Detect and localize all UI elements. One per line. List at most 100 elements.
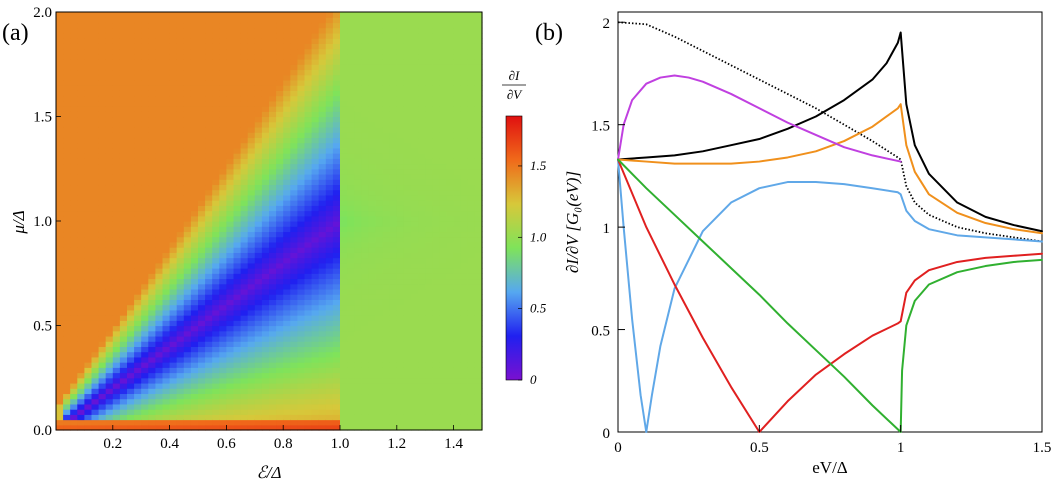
heatmap-cell bbox=[70, 362, 78, 368]
heatmap-cell bbox=[290, 111, 298, 118]
heatmap-cell bbox=[347, 205, 355, 212]
heatmap-cell bbox=[247, 372, 256, 379]
heatmap-cell bbox=[63, 424, 71, 431]
heatmap-cell bbox=[155, 231, 164, 238]
heatmap-cell bbox=[283, 288, 291, 295]
heatmap-cell bbox=[183, 189, 192, 196]
heatmap-cell bbox=[63, 273, 71, 280]
heatmap-cell bbox=[119, 95, 128, 102]
heatmap-cell bbox=[91, 299, 100, 306]
heatmap-cell bbox=[304, 221, 313, 227]
heatmap-cell bbox=[219, 168, 227, 175]
heatmap-cell bbox=[311, 121, 320, 128]
heatmap-cell bbox=[467, 393, 476, 400]
heatmap-cell bbox=[446, 22, 455, 29]
heatmap-cell bbox=[354, 330, 362, 337]
heatmap-cell bbox=[98, 22, 107, 29]
heatmap-cell bbox=[155, 377, 164, 384]
heatmap-cell bbox=[453, 262, 462, 269]
heatmap-cell bbox=[453, 142, 462, 149]
heatmap-cell bbox=[347, 43, 355, 50]
heatmap-cell bbox=[70, 132, 78, 139]
heatmap-cell bbox=[261, 403, 270, 410]
heatmap-cell bbox=[63, 299, 71, 306]
heatmap-cell bbox=[311, 137, 320, 144]
heatmap-cell bbox=[361, 325, 369, 332]
heatmap-cell bbox=[112, 205, 121, 212]
heatmap-cell bbox=[134, 283, 142, 290]
heatmap-cell bbox=[233, 126, 242, 133]
heatmap-cell bbox=[127, 283, 135, 290]
heatmap-cell bbox=[439, 335, 448, 342]
heatmap-cell bbox=[403, 189, 412, 196]
heatmap-cell bbox=[183, 325, 192, 332]
heatmap-cell bbox=[467, 12, 476, 18]
heatmap-cell bbox=[148, 74, 156, 81]
heatmap-cell bbox=[361, 17, 369, 24]
heatmap-cell bbox=[474, 158, 483, 165]
heatmap-cell bbox=[141, 126, 149, 133]
heatmap-cell bbox=[318, 335, 327, 342]
heatmap-cell bbox=[318, 273, 327, 280]
heatmap-cell bbox=[212, 12, 220, 18]
heatmap-cell bbox=[368, 356, 377, 363]
heatmap-cell bbox=[382, 59, 391, 65]
heatmap-cell bbox=[396, 12, 405, 18]
heatmap-cell bbox=[127, 173, 135, 180]
heatmap-cell bbox=[240, 283, 249, 290]
heatmap-cell bbox=[70, 351, 78, 358]
heatmap-cell bbox=[261, 111, 270, 118]
heatmap-cell bbox=[63, 221, 71, 227]
heatmap-cell bbox=[98, 53, 107, 60]
heatmap-cell bbox=[439, 64, 448, 71]
heatmap-cell bbox=[77, 382, 85, 389]
heatmap-cell bbox=[119, 377, 128, 384]
heatmap-cell bbox=[56, 346, 64, 353]
heatmap-cell bbox=[396, 210, 405, 217]
heatmap-cell bbox=[70, 69, 78, 76]
heatmap-cell bbox=[283, 346, 291, 353]
heatmap-cell bbox=[247, 74, 256, 81]
heatmap-cell bbox=[311, 231, 320, 238]
heatmap-cell bbox=[269, 27, 277, 34]
heatmap-cell bbox=[467, 351, 476, 358]
heatmap-cell bbox=[70, 85, 78, 91]
heatmap-cell bbox=[290, 189, 298, 196]
heatmap-cell bbox=[411, 132, 419, 139]
heatmap-cell bbox=[127, 362, 135, 368]
heatmap-cell bbox=[56, 22, 64, 29]
heatmap-cell bbox=[418, 393, 426, 400]
heatmap-cell bbox=[276, 53, 284, 60]
heatmap-cell bbox=[354, 189, 362, 196]
heatmap-cell bbox=[219, 189, 227, 196]
colorbar-tick-label: 0 bbox=[530, 372, 537, 387]
heatmap-cell bbox=[332, 247, 341, 253]
heatmap-cell bbox=[233, 247, 242, 253]
heatmap-cell bbox=[141, 132, 149, 139]
heatmap-cell bbox=[162, 69, 171, 76]
heatmap-cell bbox=[403, 393, 412, 400]
heatmap-cell bbox=[198, 226, 206, 233]
heatmap-cell bbox=[368, 142, 377, 149]
heatmap-cell bbox=[98, 341, 107, 347]
heatmap-cell bbox=[290, 17, 298, 24]
heatmap-cell bbox=[254, 53, 263, 60]
heatmap-cell bbox=[63, 74, 71, 81]
heatmap-cell bbox=[446, 200, 455, 206]
heatmap-cell bbox=[311, 419, 320, 426]
heatmap-cell bbox=[247, 382, 256, 389]
heatmap-cell bbox=[127, 262, 135, 269]
heatmap-cell bbox=[84, 268, 93, 274]
heatmap-cell bbox=[105, 121, 114, 128]
heatmap-cell bbox=[382, 116, 391, 123]
heatmap-cell bbox=[453, 95, 462, 102]
heatmap-cell bbox=[403, 64, 412, 71]
heatmap-cell bbox=[453, 126, 462, 133]
heatmap-cell bbox=[226, 106, 235, 112]
heatmap-cell bbox=[304, 294, 313, 300]
heatmap-cell bbox=[283, 409, 291, 415]
heatmap-cell bbox=[70, 241, 78, 248]
heatmap-cell bbox=[190, 59, 199, 65]
heatmap-cell bbox=[91, 231, 100, 238]
heatmap-cell bbox=[190, 351, 199, 358]
